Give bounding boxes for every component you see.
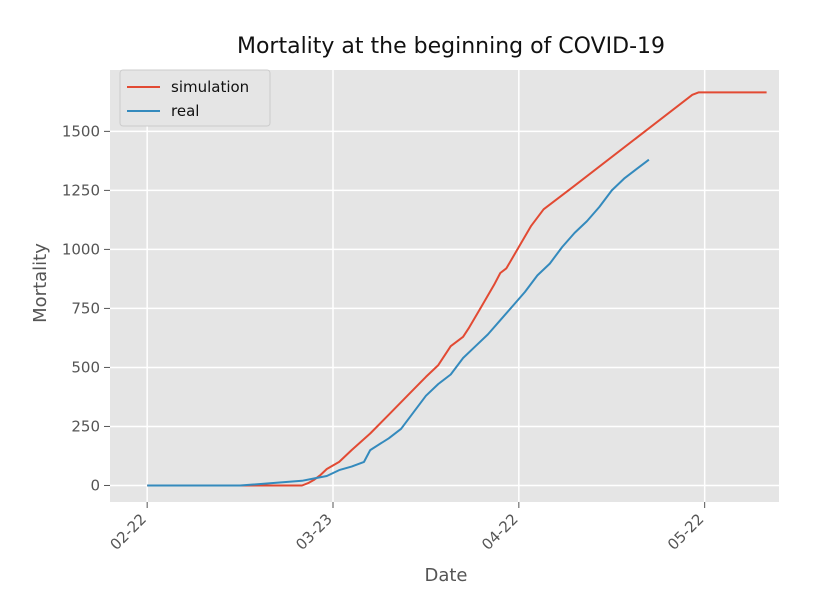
series-line-real [147,158,650,487]
x-tick-label: 04-22 [478,510,522,554]
x-tick-label: 03-23 [292,510,336,554]
y-tick-label: 250 [71,417,100,435]
legend-label-real: real [171,102,199,120]
plot-area: 0 250 500 750 1000 1250 1500 02-22 03-23 04-22 05-… [62,70,779,554]
legend-label-simulation: simulation [171,78,249,96]
y-tick-label: 1000 [62,240,100,258]
y-tick-label: 500 [71,358,100,376]
legend: simulation real [119,69,271,127]
x-axis-label: Date [424,565,467,586]
x-tick-label: 02-22 [106,510,150,554]
y-tick-label: 1500 [62,122,100,140]
y-tick-label: 750 [71,299,100,317]
y-tick-label: 1250 [62,181,100,199]
chart-title: Mortality at the beginning of COVID-19 [237,34,665,59]
y-tick-label: 0 [90,476,100,494]
plot-background [110,70,779,502]
x-tick-label: 05-22 [664,510,708,554]
y-axis-label: Mortality [30,243,51,323]
